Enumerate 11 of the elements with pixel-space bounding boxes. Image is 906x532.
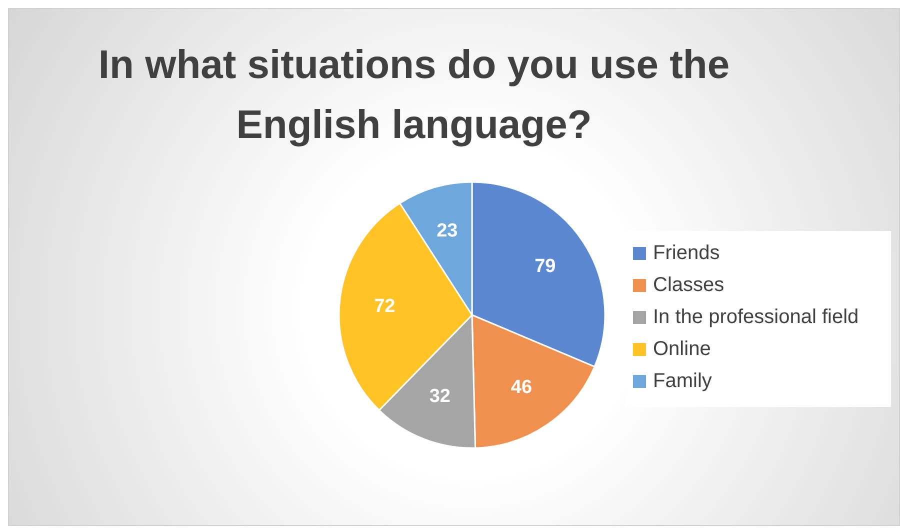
- data-label: 72: [374, 296, 396, 317]
- data-label: 79: [534, 256, 556, 277]
- data-label: 46: [510, 377, 532, 398]
- legend-label: Friends: [653, 241, 720, 266]
- chart-title: In what situations do you use the English language?: [97, 42, 731, 149]
- data-label: 32: [429, 386, 450, 408]
- legend-label: Classes: [653, 273, 724, 298]
- data-label: 23: [436, 220, 458, 242]
- legend-label: Online: [653, 337, 711, 362]
- legend-label: Family: [653, 369, 712, 394]
- legend-label: In the professional field: [653, 305, 859, 330]
